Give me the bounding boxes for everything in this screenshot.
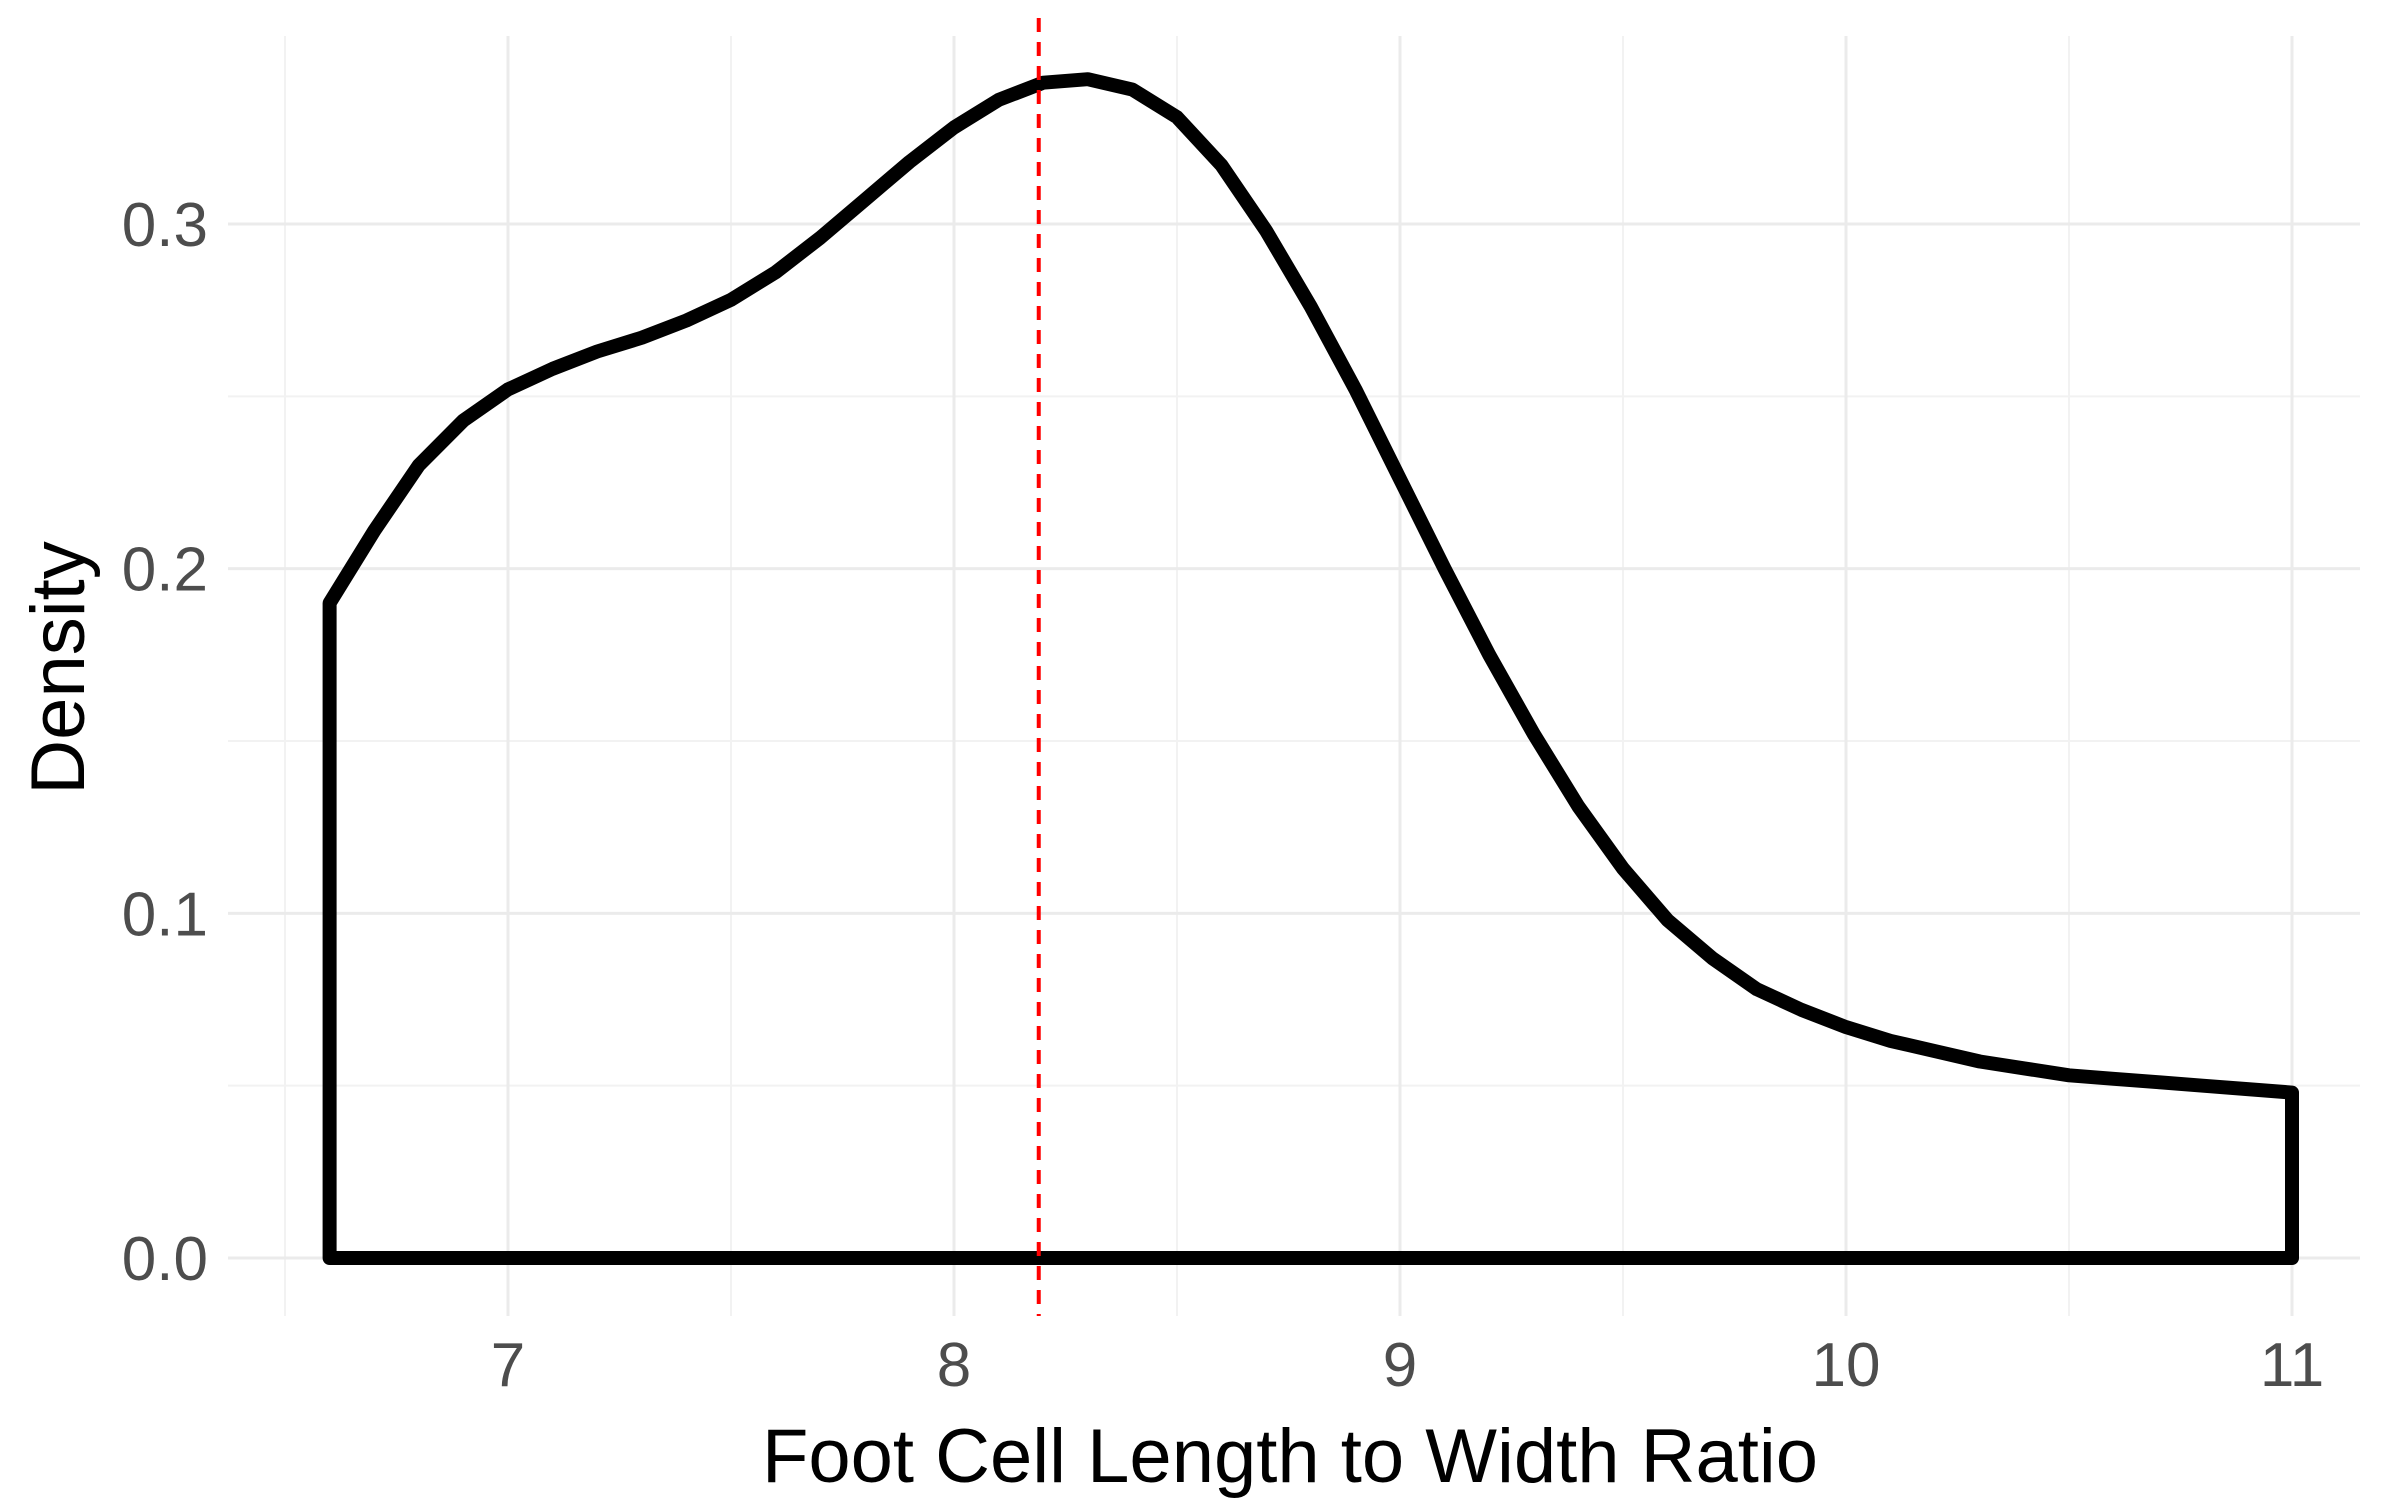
density-curve xyxy=(322,72,2299,1265)
x-tick-label: 11 xyxy=(2260,1331,2324,1400)
y-tick-label: 0.2 xyxy=(122,536,208,605)
x-tick-label: 10 xyxy=(1812,1331,1881,1400)
y-axis-title: Density xyxy=(16,541,101,794)
plot-marks xyxy=(322,18,2299,1316)
y-tick-label: 0.0 xyxy=(122,1225,208,1294)
x-tick-label: 8 xyxy=(937,1331,971,1400)
x-tick-label: 9 xyxy=(1383,1331,1417,1400)
y-tick-label: 0.3 xyxy=(122,191,208,260)
y-tick-labels: 0.0 0.1 0.2 0.3 xyxy=(122,191,208,1294)
x-tick-labels: 7 8 9 10 11 xyxy=(491,1331,2324,1400)
x-tick-label: 7 xyxy=(491,1331,525,1400)
x-axis-title: Foot Cell Length to Width Ratio xyxy=(762,1414,1818,1499)
minor-gridlines xyxy=(228,36,2360,1316)
major-gridlines xyxy=(228,36,2360,1316)
y-tick-label: 0.1 xyxy=(122,880,208,949)
